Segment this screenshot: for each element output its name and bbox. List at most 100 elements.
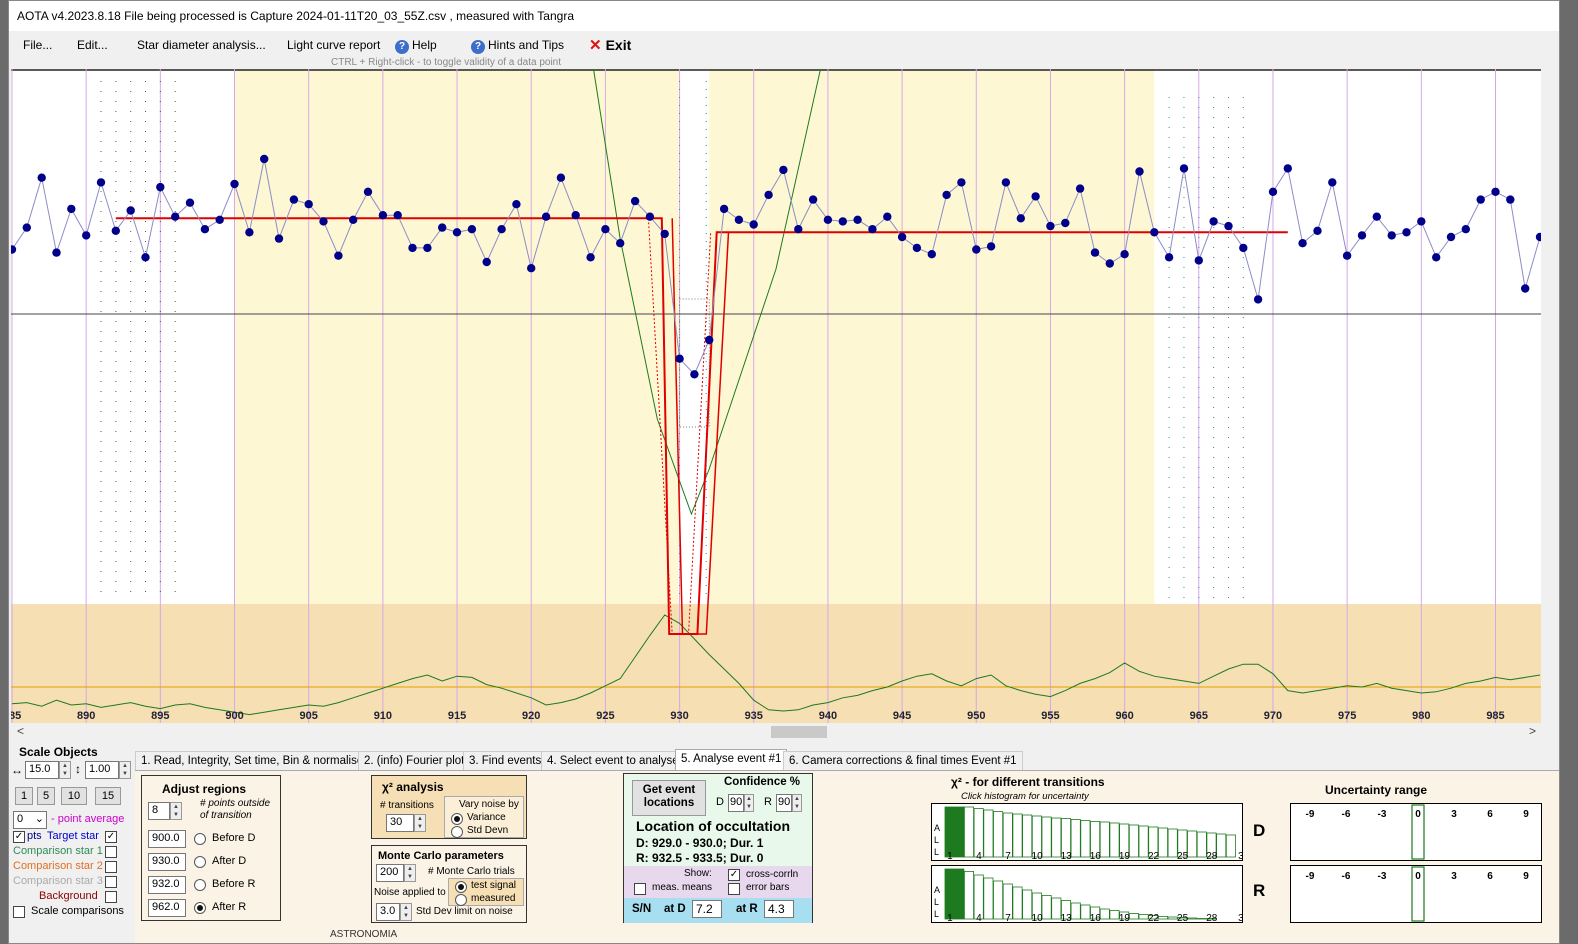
comparison-star-1-checkbox[interactable] xyxy=(105,846,117,858)
data-point xyxy=(630,196,640,206)
data-point xyxy=(141,253,150,262)
x-tick-label: 950 xyxy=(967,710,985,722)
after-d-radio[interactable] xyxy=(194,856,206,868)
chi2-histogram-r[interactable]: ALL147101316192225283 xyxy=(931,865,1243,923)
test-signal-radio[interactable] xyxy=(455,881,467,893)
scroll-right-icon[interactable]: > xyxy=(1529,724,1537,738)
menu-light-curve-report[interactable]: Light curve report xyxy=(287,38,381,52)
tab-camera-corrections[interactable]: 6. Camera corrections & final times Even… xyxy=(783,751,1023,771)
histogram-tick-label: 28 xyxy=(1206,851,1218,861)
menu-edit[interactable]: Edit... xyxy=(77,38,108,52)
zoom-15-button[interactable]: 15 xyxy=(95,787,121,805)
points-outside-spinner[interactable]: ▲ ▼ xyxy=(170,802,182,820)
variance-radio[interactable] xyxy=(451,813,463,825)
data-point xyxy=(1164,253,1174,262)
light-curve-plot[interactable]: 885 890 895 900 905 910 915 920 925 930 935 940 945 9… xyxy=(9,68,1545,723)
pts-label: pts xyxy=(27,830,42,842)
x-tick-label: 925 xyxy=(596,710,614,722)
std-devn-label: Std Devn xyxy=(467,825,509,836)
zoom-5-button[interactable]: 5 xyxy=(37,787,55,805)
point-average-select[interactable]: 0 ⌄ xyxy=(13,811,47,829)
zoom-10-button[interactable]: 10 xyxy=(61,787,87,805)
histogram-bar xyxy=(973,874,984,920)
background-checkbox[interactable] xyxy=(105,891,117,903)
menu-file[interactable]: File... xyxy=(23,38,53,52)
data-point xyxy=(408,243,417,253)
after-r-radio[interactable] xyxy=(194,902,206,914)
monte-carlo-trials-spinner[interactable]: ▲ ▼ xyxy=(404,864,416,882)
meas-means-checkbox[interactable] xyxy=(634,883,646,895)
confidence-r-input[interactable]: 90 xyxy=(776,794,792,812)
cross-corr-checkbox[interactable]: ✓ xyxy=(728,869,740,881)
histogram-bar xyxy=(1099,821,1110,858)
measured-radio[interactable] xyxy=(455,894,467,906)
adjust-regions-group: Adjust regions 8 ▲ ▼ # points outside of … xyxy=(141,775,281,921)
histogram-bar xyxy=(1148,915,1159,920)
data-point xyxy=(1194,256,1204,265)
before-d-input[interactable]: 900.0 xyxy=(148,830,186,848)
scroll-left-icon[interactable]: < xyxy=(17,724,25,738)
target-star-checkbox[interactable]: ✓ xyxy=(105,831,117,843)
tab-analyse-event[interactable]: 5. Analyse event #1 xyxy=(675,749,788,771)
histogram-bar xyxy=(1128,824,1139,858)
data-point xyxy=(378,211,388,220)
std-dev-limit-input[interactable]: 3.0 xyxy=(376,903,400,921)
data-point xyxy=(438,223,447,232)
transitions-input[interactable]: 30 xyxy=(386,814,414,832)
confidence-d-label: D xyxy=(716,796,724,808)
scroll-thumb[interactable] xyxy=(771,726,827,738)
tab-select-event[interactable]: 4. Select event to analyse xyxy=(541,751,685,771)
comparison-star-2-checkbox[interactable] xyxy=(105,861,117,873)
transitions-spinner[interactable]: ▲ ▼ xyxy=(414,814,426,832)
scale-x-spinner[interactable]: ▲ ▼ xyxy=(59,761,71,779)
after-d-input[interactable]: 930.0 xyxy=(148,853,186,871)
tab-find-events[interactable]: 3. Find events xyxy=(463,751,548,771)
event-box-dotted xyxy=(679,298,710,428)
menu-hints[interactable]: ? Hints and Tips xyxy=(471,38,564,54)
monte-carlo-trials-input[interactable]: 200 xyxy=(376,864,404,882)
histogram-bar xyxy=(1138,825,1149,858)
points-outside-input[interactable]: 8 xyxy=(148,802,170,820)
histogram-bar xyxy=(964,806,975,858)
monte-carlo-title: Monte Carlo parameters xyxy=(378,850,504,862)
data-point xyxy=(912,243,922,253)
scale-comparisons-checkbox[interactable] xyxy=(13,906,25,918)
menu-help[interactable]: ? Help xyxy=(395,38,437,54)
data-point xyxy=(1209,217,1218,226)
light-curve-svg[interactable]: 885 890 895 900 905 910 915 920 925 930 935 940 945 9… xyxy=(9,68,1545,723)
scale-x-input[interactable]: 15.0 xyxy=(25,761,59,779)
tab-fourier[interactable]: 2. (info) Fourier plot xyxy=(358,751,471,771)
scale-y-spinner[interactable]: ▲ ▼ xyxy=(119,761,131,779)
vary-noise-label: Vary noise by xyxy=(459,799,519,810)
data-point xyxy=(171,212,180,221)
error-bars-checkbox[interactable] xyxy=(728,883,740,895)
menu-star-diameter[interactable]: Star diameter analysis... xyxy=(137,38,266,52)
before-r-radio[interactable] xyxy=(194,879,206,891)
before-r-input[interactable]: 932.0 xyxy=(148,876,186,894)
data-point xyxy=(705,335,714,345)
data-point xyxy=(37,173,46,182)
pts-checkbox[interactable]: ✓ xyxy=(13,831,25,843)
points-outside-label: # points outside of transition xyxy=(200,798,271,821)
x-tick-label: 945 xyxy=(893,710,911,722)
menu-exit[interactable]: ✕ Exit xyxy=(589,36,631,54)
histogram-bar xyxy=(973,808,984,858)
data-point xyxy=(1268,187,1278,196)
confidence-d-input[interactable]: 90 xyxy=(728,794,744,812)
plot-scrollbar[interactable]: < > xyxy=(11,723,1543,741)
get-event-locations-button[interactable]: Get event locations xyxy=(632,780,706,816)
scale-y-input[interactable]: 1.00 xyxy=(85,761,119,779)
confidence-d-spinner[interactable]: ▲ ▼ xyxy=(744,794,754,812)
std-dev-limit-spinner[interactable]: ▲ ▼ xyxy=(400,903,412,921)
zoom-1-button[interactable]: 1 xyxy=(15,787,33,805)
confidence-r-spinner[interactable]: ▲ ▼ xyxy=(792,794,802,812)
tab-read-integrity[interactable]: 1. Read, Integrity, Set time, Bin & norm… xyxy=(135,751,370,771)
before-d-radio[interactable] xyxy=(194,833,206,845)
histogram-tick-label: 19 xyxy=(1119,913,1131,923)
comparison-star-3-checkbox[interactable] xyxy=(105,876,117,888)
after-r-input[interactable]: 962.0 xyxy=(148,899,186,917)
x-tick-label: 970 xyxy=(1264,710,1282,722)
chi2-histogram-d[interactable]: ALL147101316192225283 xyxy=(931,803,1243,861)
std-devn-radio[interactable] xyxy=(451,826,463,838)
chi2-curve xyxy=(11,614,1541,716)
